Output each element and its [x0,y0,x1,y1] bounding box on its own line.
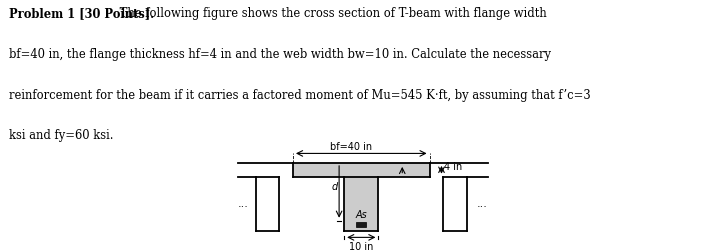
Text: 4 in: 4 in [444,162,462,172]
Text: ...: ... [477,199,488,209]
Text: As: As [356,210,367,220]
Text: Problem 1 [30 Points].: Problem 1 [30 Points]. [9,8,154,20]
Bar [293,163,430,177]
Bar [344,177,378,231]
Text: bf=40 in: bf=40 in [330,142,372,152]
Text: The following figure shows the cross section of T-beam with flange width: The following figure shows the cross sec… [116,8,547,20]
Text: ...: ... [238,199,249,209]
Text: ksi and fy=60 ksi.: ksi and fy=60 ksi. [9,129,113,142]
Bar [356,222,367,227]
Text: d: d [331,182,338,192]
Text: 10 in: 10 in [349,242,373,250]
Text: reinforcement for the beam if it carries a factored moment of Mu=545 K·ft, by as: reinforcement for the beam if it carries… [9,88,590,102]
Text: bf=40 in, the flange thickness hf=4 in and the web width bw=10 in. Calculate the: bf=40 in, the flange thickness hf=4 in a… [9,48,551,61]
